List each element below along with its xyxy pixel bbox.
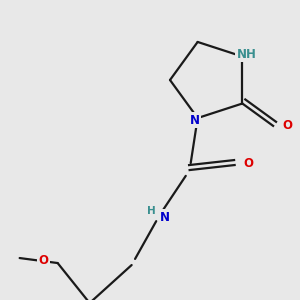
Text: O: O	[39, 254, 49, 266]
Text: N: N	[160, 211, 170, 224]
Text: NH: NH	[236, 48, 256, 61]
Text: H: H	[147, 206, 156, 216]
Text: O: O	[282, 119, 292, 132]
Text: N: N	[190, 113, 200, 127]
Text: O: O	[244, 157, 254, 169]
